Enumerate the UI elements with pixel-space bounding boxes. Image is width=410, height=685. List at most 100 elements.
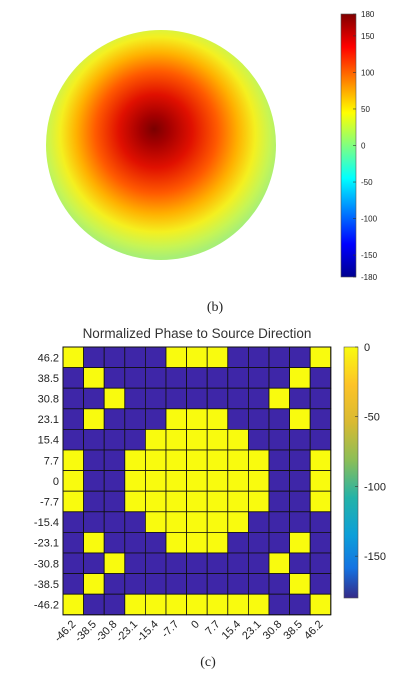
grid-cell bbox=[289, 408, 311, 430]
grid-cell bbox=[247, 428, 270, 451]
grid-cell bbox=[206, 387, 229, 410]
grid-cell bbox=[165, 408, 188, 430]
grid-cell bbox=[309, 408, 332, 430]
grid-cell bbox=[103, 532, 126, 554]
grid-cell bbox=[309, 387, 332, 410]
caption-c: (c) bbox=[200, 655, 216, 670]
grid-cell bbox=[62, 346, 85, 369]
grid-cell bbox=[124, 408, 146, 430]
grid-cell bbox=[206, 511, 229, 533]
grid-cell bbox=[206, 490, 229, 513]
grid-cell bbox=[124, 511, 146, 533]
grid-cell bbox=[268, 552, 291, 575]
grid-cell bbox=[103, 428, 126, 451]
colorbar-b-ticks: 180 150 100 50 0 -50 -100 -150 -180 bbox=[353, 10, 378, 282]
grid-cell bbox=[103, 490, 126, 513]
x-tick-label: -46.2 bbox=[52, 618, 78, 644]
grid-cell bbox=[206, 470, 229, 492]
grid-cell bbox=[206, 408, 229, 430]
grid-cell bbox=[144, 346, 167, 369]
grid-cell bbox=[309, 552, 332, 575]
grid-cell bbox=[186, 367, 208, 389]
grid-cell bbox=[186, 573, 208, 595]
grid-cell bbox=[289, 346, 311, 369]
grid-cell bbox=[144, 387, 167, 410]
grid-cell bbox=[227, 449, 249, 472]
grid-cell bbox=[289, 428, 311, 451]
grid-cell bbox=[83, 573, 105, 595]
grid-cell bbox=[144, 449, 167, 472]
grid-cell bbox=[103, 408, 126, 430]
grid-cell bbox=[62, 593, 85, 616]
grid-cell bbox=[62, 428, 85, 451]
grid-cell bbox=[124, 346, 146, 369]
grid-cell bbox=[103, 573, 126, 595]
grid-cell bbox=[62, 490, 85, 513]
grid-cell bbox=[247, 552, 270, 575]
grid-cell bbox=[206, 593, 229, 616]
grid-cell bbox=[268, 346, 291, 369]
grid-cell bbox=[227, 470, 249, 492]
y-tick-label: -23.1 bbox=[34, 538, 59, 550]
grid-cell bbox=[227, 490, 249, 513]
colorbar-b-tick-label: -100 bbox=[361, 215, 378, 224]
grid-cell bbox=[289, 387, 311, 410]
grid-cell bbox=[144, 470, 167, 492]
grid-cell bbox=[186, 511, 208, 533]
grid-cell bbox=[83, 470, 105, 492]
colorbar-c-tick-label: -150 bbox=[364, 551, 386, 563]
grid-cell bbox=[309, 346, 332, 369]
grid-cell bbox=[268, 449, 291, 472]
x-tick-label: 38.5 bbox=[281, 618, 305, 642]
grid-cell bbox=[144, 428, 167, 451]
grid-cell bbox=[144, 532, 167, 554]
colorbar-c-tick-label: -50 bbox=[364, 412, 380, 424]
grid-cell bbox=[83, 428, 105, 451]
grid-cell bbox=[309, 367, 332, 389]
grid-cell bbox=[227, 593, 249, 616]
grid-cell bbox=[83, 387, 105, 410]
grid-cell bbox=[206, 367, 229, 389]
x-tick-label: -23.1 bbox=[114, 618, 140, 644]
grid-cell bbox=[289, 593, 311, 616]
grid-cell bbox=[83, 367, 105, 389]
colorbar-c-ticks: 0 -50 -100 -150 bbox=[355, 342, 386, 563]
x-tick-label: -38.5 bbox=[73, 618, 99, 644]
y-tick-label: 7.7 bbox=[44, 455, 59, 467]
grid-cell bbox=[206, 449, 229, 472]
grid-cell bbox=[289, 490, 311, 513]
grid-cell bbox=[103, 511, 126, 533]
grid-cell bbox=[103, 346, 126, 369]
y-tick-label: 30.8 bbox=[38, 394, 59, 406]
grid-cell bbox=[227, 387, 249, 410]
grid-cell bbox=[206, 552, 229, 575]
grid-cell bbox=[186, 408, 208, 430]
y-tick-label: 23.1 bbox=[38, 414, 59, 426]
grid-cell bbox=[289, 552, 311, 575]
grid-cell bbox=[268, 408, 291, 430]
grid-cell bbox=[206, 573, 229, 595]
grid-cell bbox=[247, 470, 270, 492]
grid-cell bbox=[268, 367, 291, 389]
y-tick-label: -30.8 bbox=[34, 558, 59, 570]
panel-c-colorbar: 0 -50 -100 -150 bbox=[343, 342, 386, 599]
x-tick-label: 0 bbox=[189, 618, 202, 631]
grid-cell bbox=[124, 593, 146, 616]
grid-cell bbox=[103, 449, 126, 472]
grid-cell bbox=[268, 428, 291, 451]
x-tick-label: 46.2 bbox=[302, 618, 326, 642]
panel-c-grid bbox=[62, 346, 332, 616]
colorbar-b-tick-label: -150 bbox=[361, 251, 378, 260]
grid-cell bbox=[62, 449, 85, 472]
grid-cell bbox=[247, 387, 270, 410]
grid-cell bbox=[268, 387, 291, 410]
grid-cell bbox=[247, 573, 270, 595]
grid-cell bbox=[309, 428, 332, 451]
grid-cell bbox=[165, 573, 188, 595]
grid-cell bbox=[289, 511, 311, 533]
grid-cell bbox=[124, 490, 146, 513]
grid-cell bbox=[309, 593, 332, 616]
panel-b-colorbar: 180 150 100 50 0 -50 -100 -150 -180 bbox=[340, 10, 378, 282]
x-tick-label: 30.8 bbox=[261, 618, 285, 642]
